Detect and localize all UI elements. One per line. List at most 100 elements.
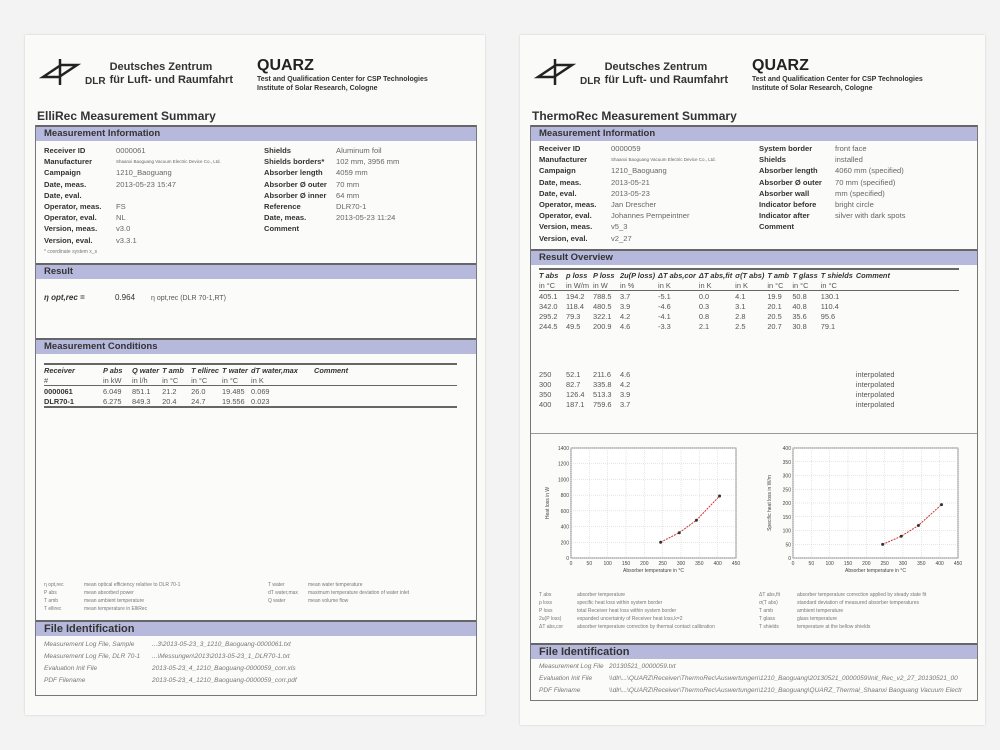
column-unit: in K [658, 280, 671, 290]
quarz-title: QUARZ [752, 57, 809, 74]
info-label: Comment [759, 222, 795, 232]
x-tick-label: 100 [825, 561, 834, 567]
table-cell [699, 399, 735, 409]
column-unit: in W [593, 280, 608, 290]
info-value: v3.0 [116, 224, 131, 234]
legend-symbol: dT water,max [268, 590, 298, 596]
column-header-label: T glass [792, 270, 818, 280]
info-row: Absorber length 4059 mm [264, 167, 399, 178]
file-path[interactable]: ...3\2013-05-23_3_1210_Baoguang-0000061.… [152, 641, 291, 648]
legend-row: P abs mean absorbed power [44, 589, 180, 597]
table-cell [856, 321, 959, 331]
column-header-label: Comment [855, 270, 890, 280]
info-row: Absorber length 4060 mm (specified) [759, 165, 905, 176]
table-cell: 130.1 [820, 291, 840, 301]
column-unit [314, 375, 457, 386]
comment-cell: interpolated [855, 369, 895, 379]
table-cell: 3.9 [620, 301, 631, 311]
table-cell: 20.1 [767, 301, 782, 311]
info-label: Shields [264, 146, 292, 155]
info-row: Shields Aluminum foil [264, 145, 399, 156]
info-value: DLR70-1 [336, 201, 367, 211]
section-result: Result [36, 263, 476, 279]
result-value: 0.964 [115, 293, 136, 302]
info-row: Date, meas. 2013-05-23 11:24 [264, 212, 399, 223]
legend-row: ΔT abs,fit absorber temperature correctio… [759, 591, 926, 599]
y-tick-label: 600 [561, 509, 570, 515]
table-cell: 30.8 [792, 321, 807, 331]
info-row: Date, eval. [44, 190, 221, 201]
file-path[interactable]: 2013-05-23_4_1210_Baoguang-0000059_corr.… [152, 665, 296, 672]
info-value: 4059 mm [336, 168, 368, 178]
legend-description: mean temperature in ElliRec [84, 606, 148, 612]
file-path[interactable]: \\dlr\...\QUARZ\Receiver\ThermoRec\Auswe… [609, 687, 963, 694]
x-tick-label: 250 [880, 561, 889, 567]
legend-row: T ellirec mean temperature in ElliRec [44, 605, 180, 613]
table-row: 295.2 79.3 322.1 4.2 -4.1 0.8 2.8 20.5 35.6 95.6 [539, 311, 959, 321]
column-header-label: Comment [314, 365, 349, 375]
legend-description: mean volume flow [308, 598, 349, 604]
x-tick-label: 400 [935, 561, 944, 567]
y-tick-label: 400 [561, 525, 570, 531]
column-unit: in °C [539, 280, 556, 290]
file-path[interactable]: \\dlr\...\QUARZ\Receiver\ThermoRec\Auswe… [609, 675, 958, 682]
file-path[interactable]: 20130521_0000059.txt [609, 663, 676, 670]
y-tick-label: 1000 [558, 477, 569, 483]
table-cell [767, 389, 792, 399]
info-row: Reference DLR70-1 [264, 201, 399, 212]
x-tick-label: 150 [622, 561, 631, 567]
column-unit: # [44, 375, 49, 385]
units-row: in °C in W/m in W in % in K in K in K in °C in °… [539, 280, 959, 291]
info-label: Date, eval. [44, 190, 82, 200]
info-value: v3.3.1 [116, 235, 137, 245]
legend-symbol: η opt,rec [44, 582, 64, 588]
info-label: Date, meas. [539, 177, 582, 187]
file-row: Measurement Log File, DLR 70-1 ...\Messun… [44, 651, 464, 663]
info-list: Receiver ID 0000061 Manufacturer Shaanxi Ba… [44, 145, 221, 246]
table-cell [792, 389, 820, 399]
column-header-label: P loss [593, 270, 615, 280]
legend-row: P loss total Receiver heat loss within sy… [539, 607, 715, 615]
info-row: Version, meas. v5_3 [539, 221, 716, 232]
y-tick-label: 1400 [558, 446, 569, 452]
x-tick-label: 250 [658, 561, 667, 567]
info-value: Jan Drescher [611, 199, 657, 209]
column-header-label: 2u(P loss) [620, 270, 656, 280]
info-row: Date, meas. 2013-05-21 [539, 177, 716, 188]
column-unit: in °C [191, 375, 208, 385]
table-row: 342.0 118.4 480.5 3.9 -4.6 0.3 3.1 20.1 40.8 110.… [539, 301, 959, 311]
table-cell: 3.7 [620, 291, 631, 301]
legend-row: dT water,max maximum temperature deviatio… [268, 589, 409, 597]
column-unit: in K [698, 280, 712, 290]
comment-cell: interpolated [855, 399, 895, 409]
info-row: Operator, meas. Jan Drescher [539, 199, 716, 210]
column-header: T ellirec [191, 364, 222, 375]
info-value: 1210_Baoguang [116, 168, 172, 178]
table-cell [792, 369, 820, 379]
info-row: Absorber Ø outer 70 mm (specified) [759, 177, 905, 188]
legend-description: absorber temperature correction applied … [797, 592, 927, 598]
legend-symbol: p loss [539, 600, 553, 606]
info-row: Version, eval. v3.3.1 [44, 235, 221, 246]
file-label: Evaluation Init File [44, 665, 98, 672]
info-label: Version, meas. [44, 224, 98, 234]
table-cell: 3.7 [620, 399, 631, 409]
table-cell: 851.1 [132, 386, 151, 396]
table-cell: 0.023 [251, 396, 270, 406]
column-unit: in l/h [132, 375, 148, 385]
file-path[interactable]: ...\Messungen\2013\2013-05-23_1_DLR70-1.… [152, 653, 290, 660]
table-cell: 24.7 [191, 396, 206, 406]
header-row: Receiver P abs Q water T amb T ellirec T wate… [44, 364, 457, 375]
info-row: Manufacturer Shaanxi Baoguang Vacuum Elec… [44, 156, 221, 167]
table-cell: 0.3 [698, 301, 710, 311]
info-row: Absorber Ø outer 70 mm [264, 179, 399, 190]
org-name: Deutsches Zentrum für Luft- und Raumfahrt [110, 61, 233, 87]
section-measurement-conditions: Measurement Conditions [36, 338, 476, 354]
document-title: ElliRec Measurement Summary [37, 109, 216, 123]
data-point [694, 518, 698, 522]
table-cell: 250 [539, 369, 552, 379]
file-path[interactable]: 2013-05-23_4_1210_Baoguang-0000059_corr.… [152, 677, 297, 684]
info-value: front face [835, 144, 867, 153]
table-cell [767, 399, 792, 409]
table-cell [699, 379, 735, 389]
